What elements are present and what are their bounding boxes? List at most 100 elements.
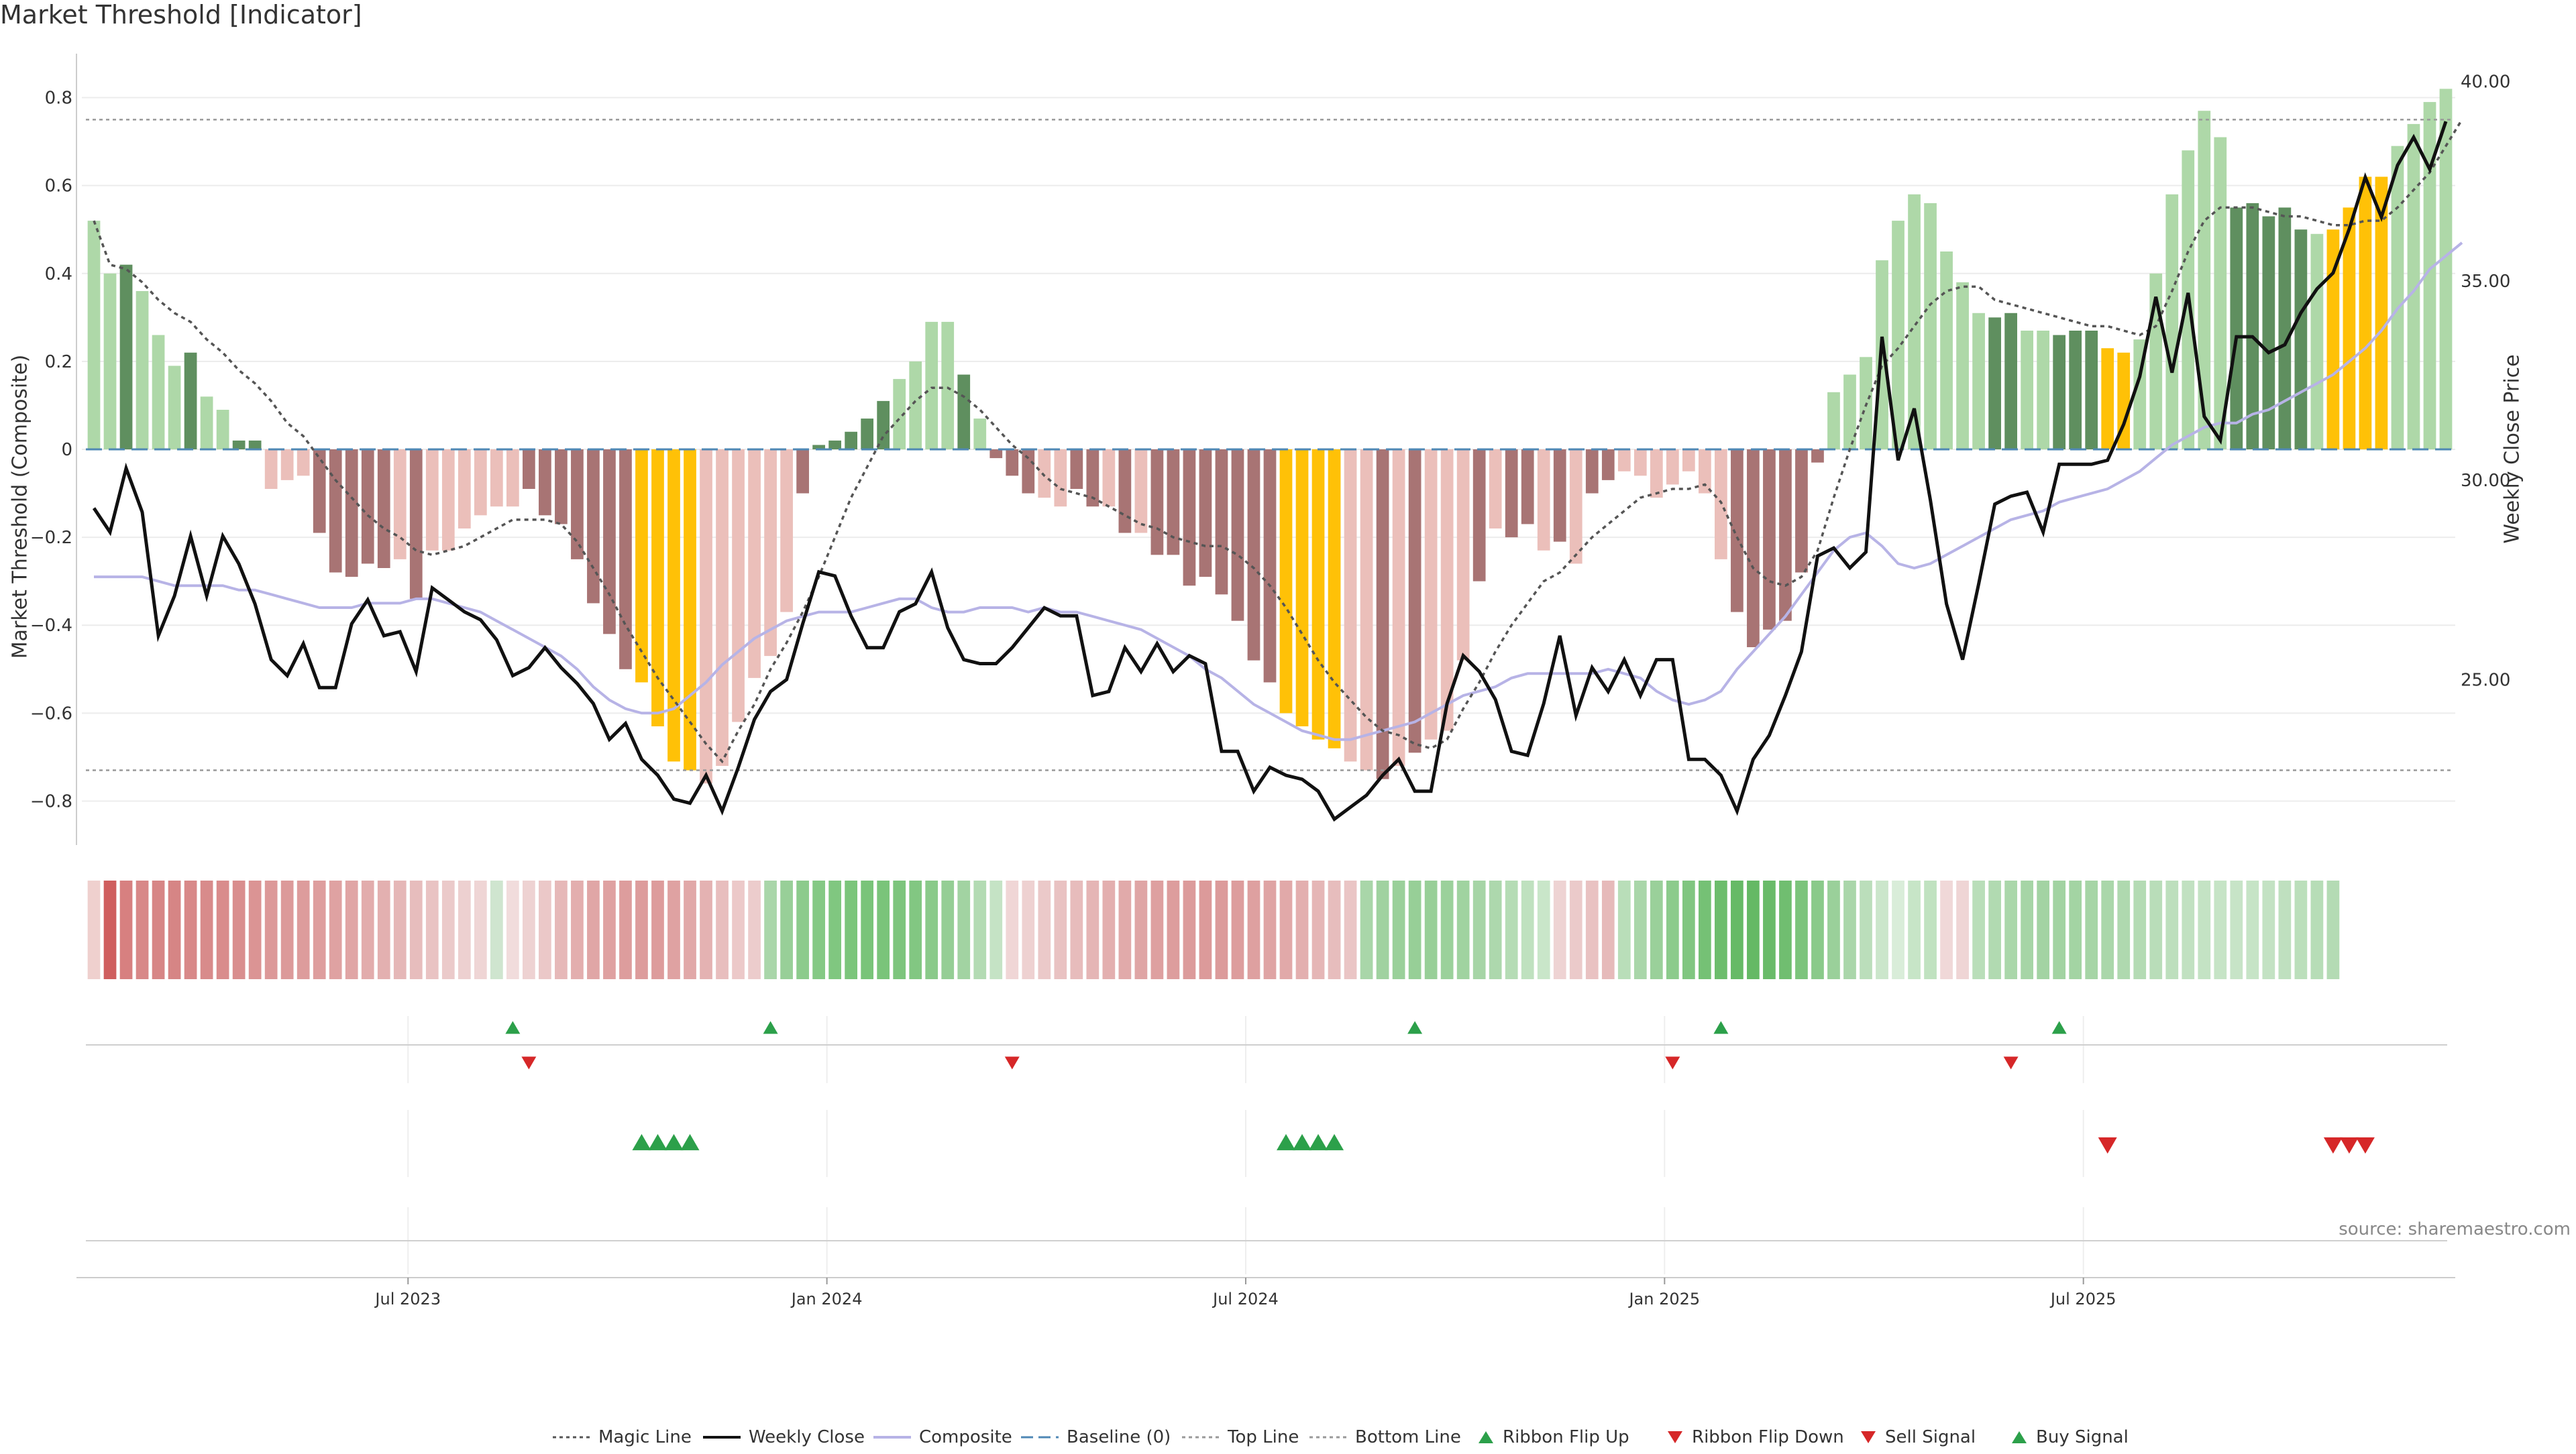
ribbon-cell [1779,881,1792,979]
composite-bar [1472,449,1486,581]
composite-bar [893,379,906,449]
composite-bar [2262,216,2275,449]
composite-bar [377,449,390,568]
legend-label: Weekly Close [749,1427,865,1447]
composite-bar [345,449,358,577]
ribbon-cell [1585,881,1599,979]
composite-bar [2101,348,2114,449]
ribbon-cell [2294,881,2308,979]
ribbon-cell [1199,881,1212,979]
composite-bar [1070,449,1083,489]
ribbon-cell [329,881,342,979]
composite-bar [232,440,246,449]
ribbon-cell [377,881,390,979]
ribbon-cell [667,881,680,979]
ribbon-cell [1150,881,1164,979]
ribbon-cell [2069,881,2082,979]
composite-bar [2375,176,2388,449]
ribbon-flip-up-marker [763,1021,778,1034]
composite-bar [458,449,471,528]
y-tick-label-left: 0.6 [45,176,72,197]
ribbon-cell [1940,881,1953,979]
composite-bar [1811,449,1824,463]
ribbon-cell [2230,881,2243,979]
composite-bar [1295,449,1309,726]
composite-bar [1134,449,1148,533]
legend-label: Bottom Line [1355,1427,1461,1447]
chart-plot: 0.8 0.6 0.4 0.2 0 −0.2 −0.4 −0.6 −0.8 40.00 35.00 3… [30,54,2510,1308]
buy-signal-marker [1325,1133,1344,1151]
ribbon-cell [603,881,616,979]
ribbon-flip-up-marker [1407,1021,1423,1034]
buy-signal-marker [1277,1133,1296,1151]
ribbon-cell [152,881,165,979]
composite-bar [136,291,149,449]
legend-item: Baseline (0) [1020,1427,1171,1447]
composite-bar [1617,449,1631,471]
ribbon-cell [1763,881,1776,979]
composite-bar [845,431,858,449]
composite-bar [1924,203,1937,449]
legend-item: Sell Signal [1858,1427,1976,1447]
ribbon-cell [361,881,374,979]
ribbon-cell [941,881,955,979]
ribbon-cell [1424,881,1438,979]
ribbon-cell [989,881,1003,979]
composite-bar [103,273,117,449]
composite-bar [1440,449,1454,731]
composite-bar [506,449,519,507]
composite-bar [2326,229,2340,449]
composite-bar [2294,229,2308,449]
ribbon-cell [1295,881,1309,979]
ribbon-cell [1022,881,1035,979]
ribbon-cell [2278,881,2292,979]
composite-bar [1715,449,1727,559]
ribbon-cell [1633,881,1647,979]
y-tick-label-left: −0.8 [30,791,72,812]
legend-triangle-down-icon [1668,1431,1682,1443]
composite-bar [393,449,407,559]
y-tick-label-left: 0.2 [45,352,72,372]
ribbon-cell [1102,881,1116,979]
composite-bar [2198,111,2211,449]
composite-bar [1666,449,1679,485]
ribbon-cell [1376,881,1389,979]
composite-bar [2165,194,2179,449]
ribbon-cell [297,881,310,979]
composite-bar [1827,392,1840,449]
ribbon-cell [1860,881,1872,979]
composite-bar [1263,449,1277,683]
composite-bar [1988,317,2001,449]
legend-label: Buy Signal [2036,1427,2129,1447]
ribbon-cell [2198,881,2211,979]
ribbon-cell [1682,881,1695,979]
composite-bar [1650,449,1663,498]
ribbon-cell [1231,881,1244,979]
y-tick-label-left: 0.8 [45,89,72,109]
composite-bar [796,449,809,494]
ribbon-cell [1747,881,1760,979]
ribbon-cell [2085,881,2098,979]
buy-signal-marker [1293,1133,1312,1151]
composite-bar [1569,449,1582,564]
composite-bar [425,449,439,551]
ribbon-cell [1006,881,1019,979]
ribbon-cell [184,881,197,979]
legend-dashed-line-icon [1021,1436,1059,1439]
composite-bar [587,449,600,604]
ribbon-cell [1617,881,1631,979]
ribbon-cell [1038,881,1051,979]
ribbon-cell [1392,881,1405,979]
composite-bar [1972,313,1985,449]
composite-bar [1553,449,1566,542]
composite-bar [2439,89,2453,449]
ribbon-cell [2101,881,2114,979]
ribbon-flip-down-marker [1004,1056,1020,1070]
composite-bar [877,400,890,449]
ribbon-cell [1795,881,1808,979]
composite-bar [280,449,294,480]
sell-signal-marker [2323,1137,2343,1154]
ribbon-flip-down-marker [521,1056,537,1070]
composite-bar [2391,146,2404,449]
composite-bar [2246,203,2259,449]
